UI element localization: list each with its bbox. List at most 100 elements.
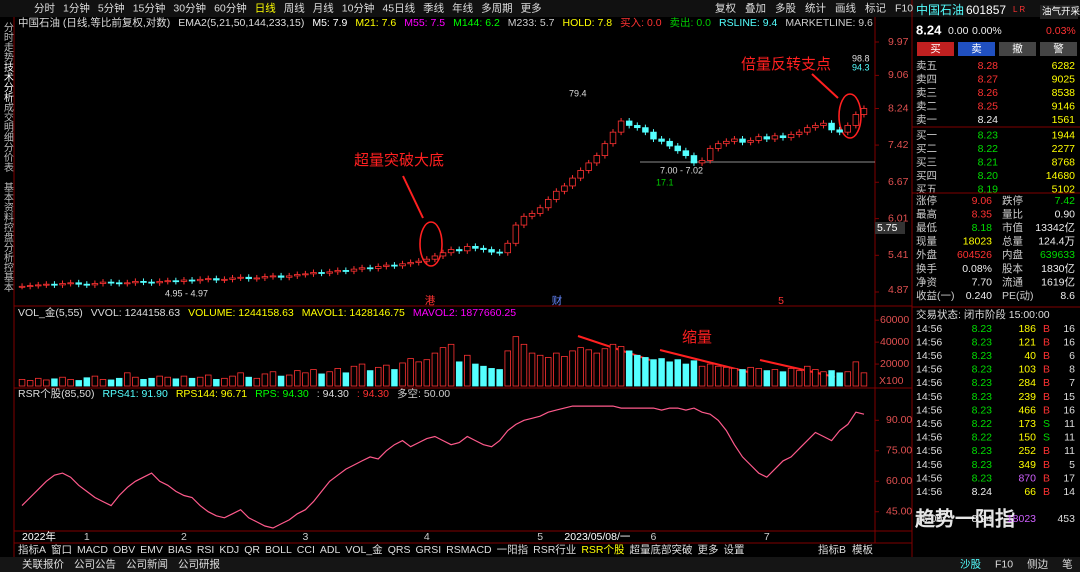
status-item[interactable]: 沙股 bbox=[960, 558, 981, 570]
tick-count: 17 bbox=[1063, 472, 1075, 484]
volume-bar bbox=[804, 365, 811, 387]
period-tab[interactable]: 月线 bbox=[313, 1, 334, 14]
candle bbox=[634, 125, 641, 129]
tool-button[interactable]: 统计 bbox=[805, 1, 826, 14]
tool-button[interactable]: 画线 bbox=[835, 1, 856, 14]
volume-bar bbox=[601, 348, 609, 387]
sidebar-tab[interactable]: 分价表 bbox=[1, 142, 13, 173]
book-volume: 6282 bbox=[1052, 60, 1076, 72]
trade-button[interactable]: 卖 bbox=[971, 43, 982, 55]
stat-value: 7.70 bbox=[972, 276, 993, 288]
period-tab[interactable]: 季线 bbox=[423, 1, 444, 14]
sidebar-tab[interactable]: 控基本 bbox=[1, 261, 13, 293]
indicator-tab[interactable]: OBV bbox=[113, 544, 135, 556]
period-tab[interactable]: 10分钟 bbox=[342, 1, 375, 14]
sidebar-tab[interactable]: 分时走势 bbox=[1, 22, 13, 63]
status-item[interactable]: F10 bbox=[995, 558, 1013, 570]
volume-bar bbox=[75, 380, 82, 387]
indicator-tab[interactable]: CCI bbox=[297, 544, 315, 556]
event-marker: 财 bbox=[552, 294, 563, 307]
status-link[interactable]: 公司研报 bbox=[178, 557, 220, 570]
indicator-header: M144: 6.2 bbox=[453, 17, 500, 29]
volume-bar bbox=[302, 372, 309, 387]
indicator-tab[interactable]: 模板 bbox=[852, 543, 873, 556]
trade-button[interactable]: 撤 bbox=[1012, 42, 1023, 55]
status-item[interactable]: 笔 bbox=[1062, 557, 1073, 570]
period-tab[interactable]: 更多 bbox=[521, 1, 542, 14]
sidebar-tab[interactable]: 基本资料 bbox=[1, 181, 13, 223]
indicator-tab[interactable]: BOLL bbox=[265, 544, 292, 556]
sidebar-tab[interactable]: 成交明细 bbox=[1, 102, 13, 142]
period-tab[interactable]: 30分钟 bbox=[173, 1, 206, 14]
candle bbox=[795, 131, 803, 135]
period-tab[interactable]: 分时 bbox=[34, 2, 55, 14]
arrow bbox=[811, 73, 839, 99]
indicator-header: HOLD: 7.8 bbox=[563, 17, 613, 29]
indicator-header: 买入: 0.0 bbox=[620, 17, 662, 29]
indicator-tab[interactable]: GRSI bbox=[415, 544, 441, 556]
volume-bar bbox=[188, 377, 196, 387]
indicator-tab[interactable]: 更多 bbox=[697, 543, 718, 556]
y-tick-label: 5.41 bbox=[888, 249, 909, 261]
volume-bar bbox=[779, 371, 787, 387]
period-tab[interactable]: 日线 bbox=[255, 1, 276, 14]
indicator-tab[interactable]: 指标A bbox=[18, 543, 46, 556]
period-tab[interactable]: 45日线 bbox=[382, 1, 415, 14]
period-tab[interactable]: 周线 bbox=[284, 1, 305, 14]
volume-bar bbox=[739, 369, 746, 387]
indicator-tab[interactable]: RSR个股 bbox=[581, 544, 625, 556]
book-level: 卖四 bbox=[916, 73, 937, 85]
sector-box bbox=[1040, 5, 1078, 19]
indicator-tab[interactable]: RSR行业 bbox=[533, 543, 576, 556]
volume-bar bbox=[512, 336, 520, 387]
stat-value: 18023 bbox=[963, 236, 992, 248]
tick-volume: 121 bbox=[1018, 336, 1036, 348]
indicator-tab[interactable]: 设置 bbox=[723, 544, 744, 556]
tick-price: 8.23 bbox=[972, 459, 993, 471]
tool-button[interactable]: 叠加 bbox=[745, 2, 766, 14]
indicator-tab[interactable]: 一阳指 bbox=[497, 543, 529, 556]
indicator-tab[interactable]: KDJ bbox=[219, 544, 239, 556]
volume-bar bbox=[132, 376, 139, 387]
y-tick-label: 9.97 bbox=[888, 36, 909, 48]
tool-button[interactable]: F10 bbox=[895, 2, 913, 14]
indicator-tab[interactable]: RSI bbox=[197, 544, 215, 556]
tool-button[interactable]: 标记 bbox=[865, 2, 886, 14]
indicator-tab[interactable]: MACD bbox=[77, 544, 108, 556]
sidebar-tab[interactable]: 控盘分析 bbox=[1, 221, 13, 263]
period-tab[interactable]: 多周期 bbox=[481, 1, 513, 14]
candle bbox=[569, 177, 576, 187]
book-price: 8.19 bbox=[978, 183, 999, 195]
indicator-tab[interactable]: 指标B bbox=[818, 543, 846, 556]
period-tab[interactable]: 60分钟 bbox=[214, 1, 247, 14]
indicator-tab[interactable]: VOL_金 bbox=[345, 543, 383, 556]
volume-bar bbox=[795, 370, 803, 387]
price-change: 0.00 bbox=[948, 25, 969, 37]
indicator-tab[interactable]: 窗口 bbox=[51, 543, 72, 556]
annotation: 94.3 bbox=[852, 62, 870, 72]
tool-button[interactable]: 复权 bbox=[715, 1, 736, 14]
indicator-tab[interactable]: 超量底部突破 bbox=[629, 543, 692, 556]
trade-button[interactable]: 买 bbox=[930, 43, 941, 55]
sidebar-tab[interactable]: 技术分析 bbox=[1, 61, 13, 103]
tool-button[interactable]: 多股 bbox=[775, 1, 796, 14]
status-item[interactable]: 侧边 bbox=[1027, 557, 1049, 570]
status-link[interactable]: 公司公告 bbox=[74, 557, 116, 570]
status-link[interactable]: 关联报价 bbox=[22, 557, 64, 570]
sector-name[interactable]: 油气开采 bbox=[1042, 6, 1080, 18]
indicator-tab[interactable]: QR bbox=[244, 544, 260, 556]
period-tab[interactable]: 15分钟 bbox=[133, 1, 166, 14]
period-tab[interactable]: 5分钟 bbox=[98, 1, 125, 14]
period-tab[interactable]: 年线 bbox=[452, 1, 473, 14]
indicator-tab[interactable]: RSMACD bbox=[446, 544, 492, 556]
indicator-tab[interactable]: EMV bbox=[140, 544, 163, 556]
status-link[interactable]: 公司新闻 bbox=[126, 557, 168, 570]
event-marker: 港 bbox=[425, 295, 436, 307]
trade-button[interactable]: 警 bbox=[1053, 42, 1064, 55]
indicator-tab[interactable]: BIAS bbox=[168, 544, 192, 556]
period-tab[interactable]: 1分钟 bbox=[63, 1, 90, 14]
volume-bar bbox=[609, 343, 617, 387]
stat-value: 0.240 bbox=[966, 290, 992, 302]
indicator-tab[interactable]: QRS bbox=[388, 544, 411, 556]
indicator-tab[interactable]: ADL bbox=[320, 544, 341, 556]
